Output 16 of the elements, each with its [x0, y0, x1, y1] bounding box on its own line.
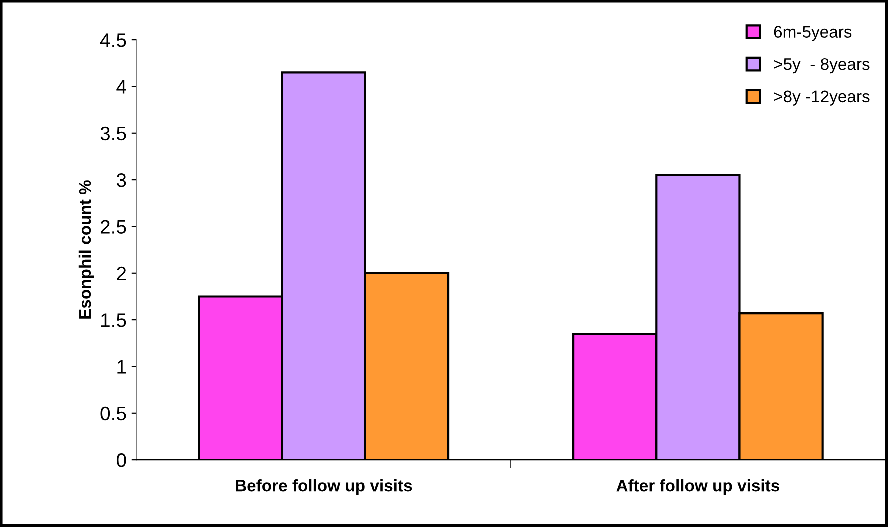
y-tick-label: 3: [116, 174, 126, 188]
y-tick-label: 4: [116, 80, 126, 94]
legend-label: 6m-5years: [774, 26, 852, 42]
legend-label: >8y -12years: [774, 90, 870, 106]
y-tick-label: 3.5: [100, 126, 126, 141]
y-tick-label: 2: [117, 266, 126, 280]
y-tick-label: 2.5: [100, 220, 126, 234]
legend-label: >5y - 8years: [774, 58, 870, 74]
y-tick-label: 4.5: [100, 34, 126, 48]
x-tick-label: After follow up visits: [616, 480, 780, 496]
y-tick-label: 1.5: [101, 314, 126, 328]
y-axis-title: Esonphil count %: [78, 180, 94, 319]
x-tick-label: Before follow up visits: [236, 480, 412, 496]
y-tick-label: 1: [118, 360, 126, 374]
y-tick-label: 0.5: [100, 406, 126, 421]
y-tick-label: 0: [116, 454, 126, 468]
